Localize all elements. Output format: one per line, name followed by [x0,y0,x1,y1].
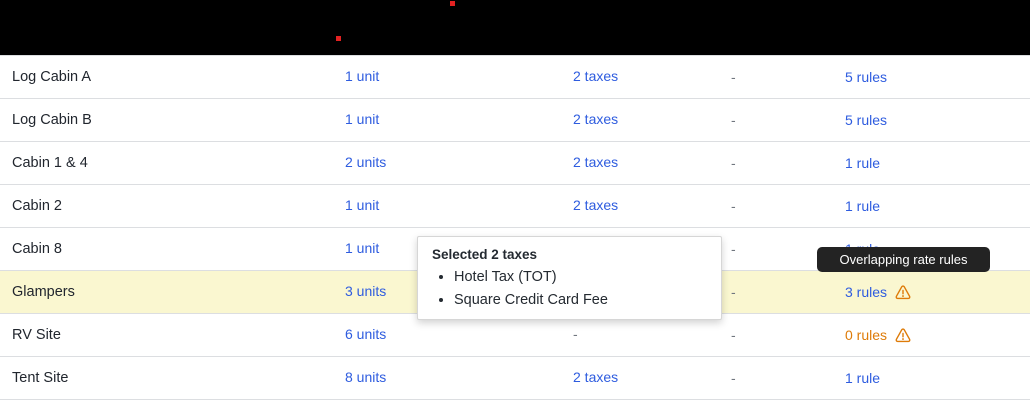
units-link[interactable]: 1 unit [345,197,380,213]
site-type-name: Cabin 1 & 4 [12,155,88,171]
taxes-link[interactable]: 2 taxes [573,154,619,170]
empty-value: - [573,326,578,342]
redacted-header-bar [0,0,1030,55]
tooltip-tax-list: Hotel Tax (TOT) Square Credit Card Fee [432,266,707,312]
empty-value: - [731,112,736,128]
site-types-table: Log Cabin A 1 unit 2 taxes - 5 rules Log… [0,55,1030,400]
rules-link[interactable]: 5 rules [845,112,888,128]
taxes-link[interactable]: 2 taxes [573,369,619,385]
units-link[interactable]: 1 unit [345,240,380,256]
warning-triangle-icon[interactable] [894,327,912,344]
table-row: RV Site 6 units - - 0 rules [0,314,1030,357]
site-type-name: Cabin 2 [12,198,62,214]
table-row: Tent Site 8 units 2 taxes - 1 rule [0,357,1030,400]
empty-value: - [731,69,736,85]
site-type-name: Cabin 8 [12,241,62,257]
units-link[interactable]: 1 unit [345,111,380,127]
click-marker-dot [336,36,341,41]
site-type-name: Glampers [12,284,75,300]
tooltip-tax-item: Hotel Tax (TOT) [454,266,707,289]
warning-triangle-icon[interactable] [894,284,912,301]
empty-value: - [731,155,736,171]
click-marker-dot [450,1,455,6]
units-link[interactable]: 2 units [345,154,387,170]
units-link[interactable]: 8 units [345,369,387,385]
site-type-name: Log Cabin B [12,112,92,128]
site-type-name: Log Cabin A [12,69,92,85]
rules-link[interactable]: 5 rules [845,69,888,85]
rules-link[interactable]: 3 rules [845,284,888,300]
taxes-link[interactable]: 2 taxes [573,197,619,213]
empty-value: - [731,241,736,257]
table-row: Cabin 2 1 unit 2 taxes - 1 rule [0,185,1030,228]
empty-value: - [731,327,736,343]
units-link[interactable]: 6 units [345,326,387,342]
table-row: Log Cabin A 1 unit 2 taxes - 5 rules [0,56,1030,99]
table-row: Cabin 1 & 4 2 units 2 taxes - 1 rule [0,142,1030,185]
tooltip-title: Selected 2 taxes [432,247,538,262]
rules-link[interactable]: 0 rules [845,327,888,343]
site-type-name: Tent Site [12,370,69,386]
table-row: Log Cabin B 1 unit 2 taxes - 5 rules [0,99,1030,142]
overlapping-rules-tooltip: Overlapping rate rules [817,247,990,272]
taxes-link[interactable]: 2 taxes [573,68,619,84]
tooltip-tax-item: Square Credit Card Fee [454,289,707,312]
units-link[interactable]: 3 units [345,283,387,299]
taxes-link[interactable]: 2 taxes [573,111,619,127]
rules-link[interactable]: 1 rule [845,370,881,386]
site-type-name: RV Site [12,327,61,343]
rules-link[interactable]: 1 rule [845,155,881,171]
selected-taxes-tooltip: Selected 2 taxes Hotel Tax (TOT) Square … [417,236,722,320]
rules-link[interactable]: 1 rule [845,198,881,214]
empty-value: - [731,198,736,214]
empty-value: - [731,284,736,300]
empty-value: - [731,370,736,386]
units-link[interactable]: 1 unit [345,68,380,84]
